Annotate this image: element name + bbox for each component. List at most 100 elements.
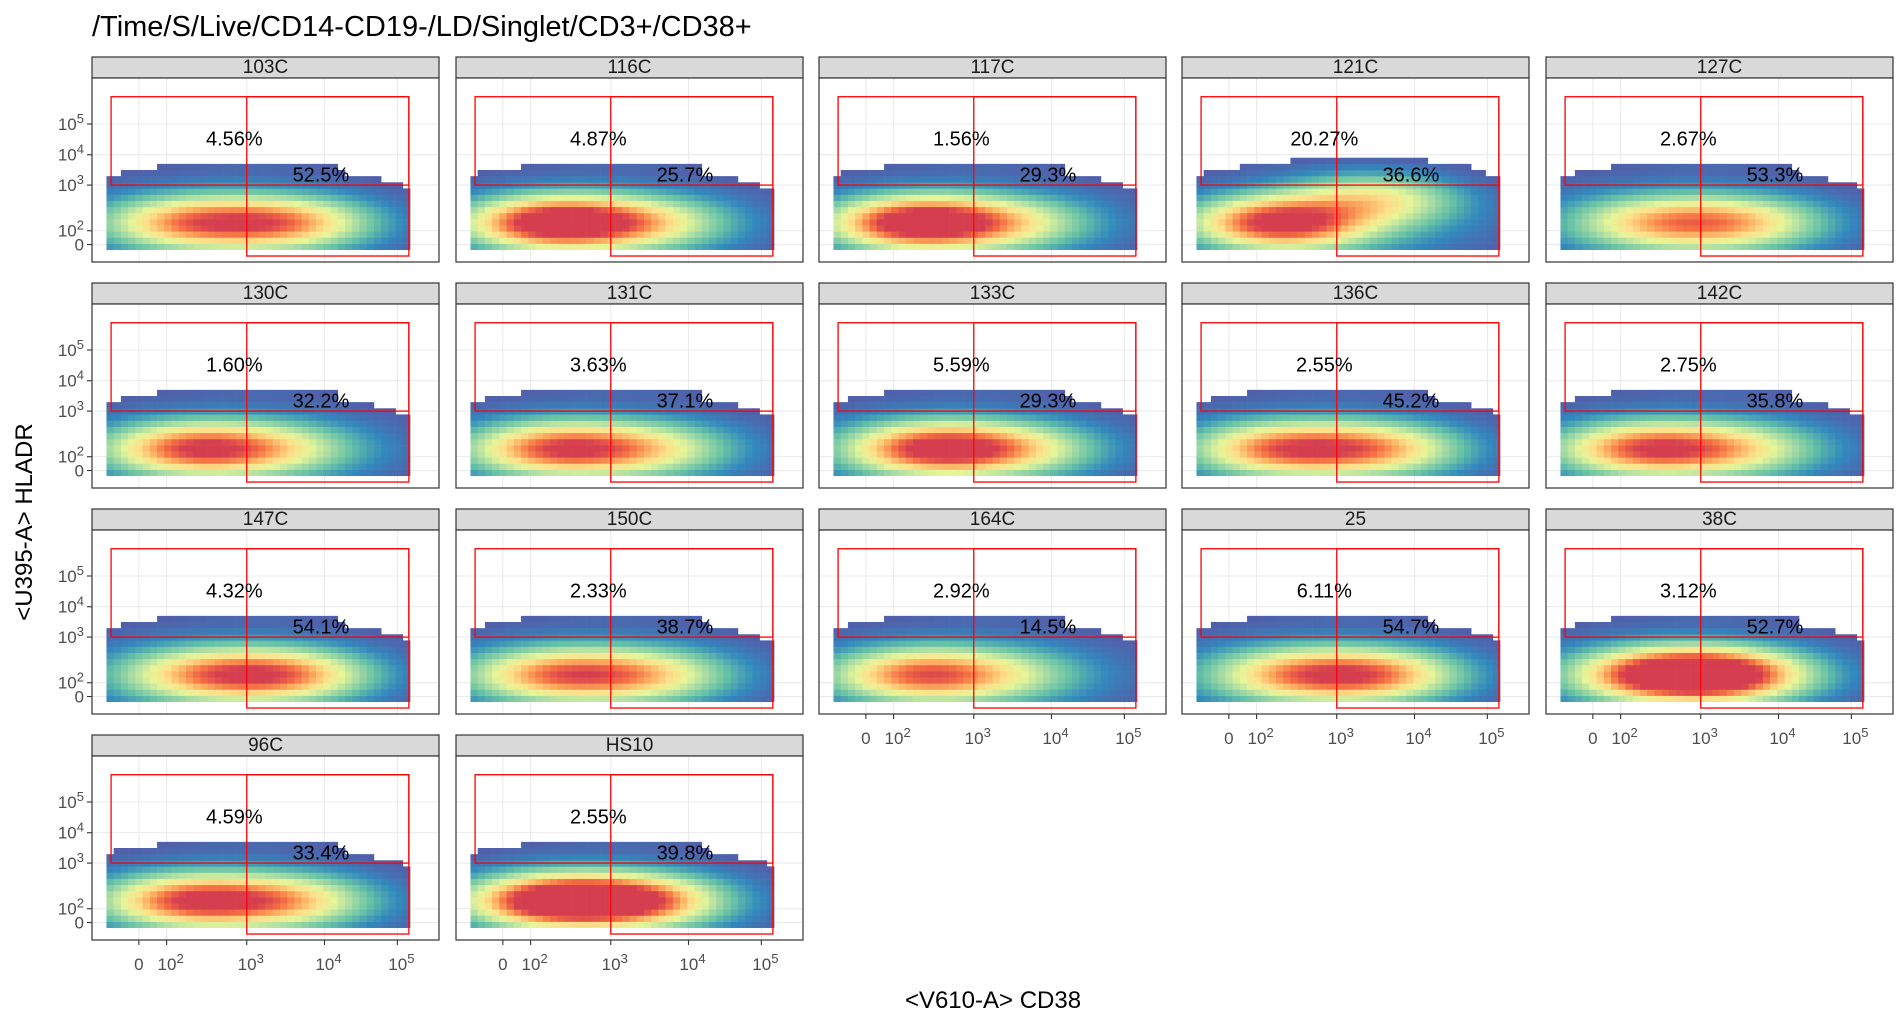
density-cell <box>470 457 478 464</box>
density-cell <box>308 237 317 244</box>
density-cell <box>1268 426 1277 434</box>
density-cell <box>1705 200 1713 208</box>
density-cell <box>1762 170 1771 177</box>
density-cell <box>1203 188 1212 195</box>
density-cell <box>963 445 972 452</box>
density-cell <box>506 396 515 403</box>
density-cell <box>330 206 339 214</box>
density-cell <box>1129 212 1138 220</box>
density-cell <box>1057 243 1066 251</box>
density-cell <box>723 438 732 446</box>
density-cell <box>1348 176 1356 183</box>
density-cell <box>1632 243 1641 251</box>
density-cell <box>1391 176 1400 183</box>
density-cell <box>615 243 623 251</box>
density-cell <box>1218 451 1226 458</box>
density-cell <box>470 438 478 446</box>
density-cell <box>557 402 565 409</box>
density-cell <box>214 170 223 177</box>
density-cell <box>359 469 368 477</box>
density-cell <box>171 206 180 214</box>
density-cell <box>1079 402 1087 409</box>
density-cell <box>1108 225 1116 232</box>
density-cell <box>164 402 172 409</box>
density-cell <box>535 212 544 220</box>
density-cell <box>1225 188 1233 195</box>
density-cell <box>1247 457 1255 464</box>
density-cell <box>636 206 645 214</box>
density-cell <box>1820 225 1829 232</box>
density-cell <box>120 463 129 470</box>
density-cell <box>1362 414 1371 421</box>
density-cell <box>1333 463 1342 470</box>
density-cell <box>1377 170 1385 177</box>
density-cell <box>1856 219 1865 226</box>
density-cell <box>716 438 724 446</box>
density-cell <box>395 426 404 434</box>
density-cell <box>1210 420 1219 427</box>
density-cell <box>593 231 601 238</box>
density-cell <box>709 457 717 464</box>
density-cell <box>658 402 666 409</box>
density-cell <box>1115 445 1123 452</box>
density-cell <box>1697 170 1706 177</box>
density-cell <box>1064 438 1073 446</box>
density-cell <box>1100 212 1109 220</box>
density-cell <box>1697 194 1706 201</box>
density-cell <box>840 206 849 214</box>
density-cell <box>1283 438 1291 446</box>
density-cell <box>1820 243 1829 251</box>
density-cell <box>366 414 375 421</box>
density-cell <box>484 402 493 409</box>
density-cell <box>1369 206 1378 214</box>
density-cell <box>723 451 732 458</box>
density-cell <box>265 414 274 421</box>
density-cell <box>521 200 529 208</box>
density-cell <box>615 445 623 452</box>
density-cell <box>1712 176 1720 183</box>
density-cell <box>359 176 368 183</box>
density-cell <box>1057 170 1066 177</box>
density-cell <box>1384 432 1392 440</box>
density-cell <box>891 438 899 446</box>
density-cell <box>1021 212 1029 220</box>
density-cell <box>193 200 201 208</box>
density-cell <box>308 451 317 458</box>
density-cell <box>564 463 572 470</box>
density-cell <box>1427 212 1436 220</box>
density-cell <box>323 432 331 440</box>
density-cell <box>513 414 522 421</box>
density-cell <box>1093 420 1102 427</box>
density-cell <box>214 219 223 226</box>
density-cell <box>869 445 878 452</box>
density-cell <box>1647 170 1655 177</box>
density-cell <box>200 188 208 195</box>
density-cell <box>1254 243 1262 251</box>
density-cell <box>1799 200 1807 208</box>
density-cell <box>766 451 775 458</box>
density-cell <box>1639 188 1648 195</box>
density-cell <box>680 463 688 470</box>
density-cell <box>1261 457 1270 464</box>
gate-right <box>246 322 410 483</box>
density-cell <box>1304 225 1313 232</box>
density-cell <box>905 231 914 238</box>
density-cell <box>970 194 979 201</box>
density-cell <box>171 402 180 409</box>
density-cell <box>1079 438 1087 446</box>
density-cell <box>222 426 230 434</box>
density-cell <box>1297 231 1306 238</box>
density-cell <box>1210 225 1219 232</box>
density-cell <box>1398 163 1407 171</box>
density-cell <box>477 243 486 251</box>
density-cell <box>1064 206 1073 214</box>
density-cell <box>636 219 645 226</box>
density-cell <box>636 225 645 232</box>
density-cell <box>308 163 317 171</box>
density-cell <box>1777 212 1785 220</box>
density-cell <box>1093 463 1102 470</box>
density-cell <box>1639 225 1648 232</box>
density-cell <box>352 469 360 477</box>
density-cell <box>229 231 237 238</box>
density-cell <box>615 438 623 446</box>
